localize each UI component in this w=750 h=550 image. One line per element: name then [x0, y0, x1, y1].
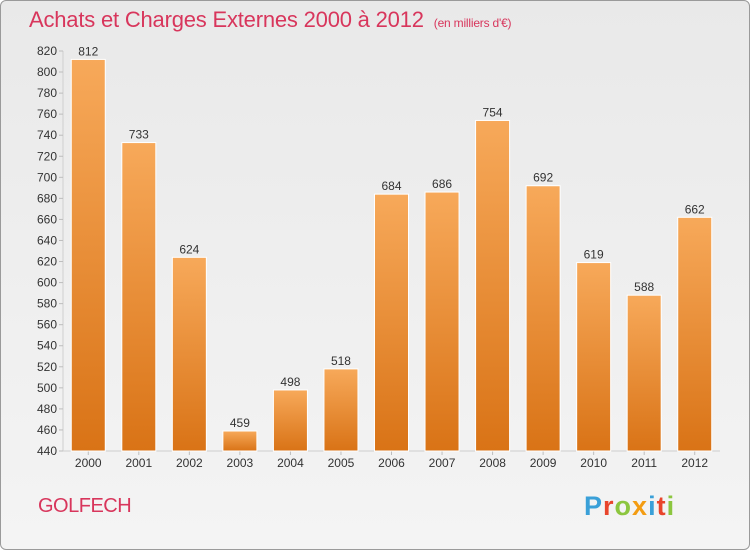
- x-tick-label-2006: 2006: [378, 456, 405, 470]
- logo-letter: i: [648, 491, 657, 521]
- y-tick-label: 820: [37, 44, 57, 58]
- logo-letter: t: [656, 491, 667, 521]
- y-tick-label: 440: [37, 444, 57, 458]
- bar-2000: [70, 58, 106, 452]
- bar-2007: [424, 191, 460, 452]
- x-tick-label-2005: 2005: [328, 456, 355, 470]
- data-label-2004: 498: [280, 375, 300, 389]
- data-label-2005: 518: [331, 354, 351, 368]
- logo-letter: i: [666, 491, 676, 521]
- y-tick-label: 580: [37, 297, 57, 311]
- y-tick-label: 620: [37, 255, 57, 269]
- x-tick-label-2008: 2008: [479, 456, 506, 470]
- data-label-2008: 754: [483, 105, 503, 119]
- bar-2012: [677, 216, 713, 452]
- bar-2010: [576, 262, 612, 452]
- x-tick-label-2011: 2011: [631, 456, 657, 470]
- logo-letter: o: [614, 491, 633, 521]
- chart-title-text: Achats et Charges Externes 2000 à 2012: [29, 7, 424, 32]
- data-label-2012: 662: [685, 202, 705, 216]
- bar-2004: [272, 389, 308, 452]
- commune-name: GOLFECH: [38, 495, 132, 517]
- bar-2001: [121, 142, 157, 452]
- axis-layer: 440 460 480 500 520 540 560 580 600 620 640 660 680 7…: [37, 44, 720, 470]
- data-label-2000: 812: [78, 44, 98, 58]
- y-tick-label: 780: [37, 86, 57, 100]
- y-tick-label: 460: [37, 423, 57, 437]
- bar-layer: 812 733 624 459 498 518 684 686 754 692 619 588 662: [70, 44, 713, 452]
- data-label-2010: 619: [584, 248, 604, 262]
- x-tick-label-2009: 2009: [530, 456, 557, 470]
- proxiti-logo: Proxiti: [584, 491, 675, 522]
- y-tick-label: 480: [37, 402, 57, 416]
- data-label-2009: 692: [533, 171, 553, 185]
- bar-2002: [171, 256, 207, 452]
- data-label-2007: 686: [432, 177, 452, 191]
- data-label-2001: 733: [129, 128, 149, 142]
- x-tick-label-2000: 2000: [75, 456, 102, 470]
- data-label-2006: 684: [381, 179, 401, 193]
- y-tick-label: 540: [37, 339, 57, 353]
- bar-2006: [374, 193, 409, 452]
- y-tick-label: 760: [37, 107, 57, 121]
- y-tick-label: 640: [37, 233, 57, 247]
- x-tick-label-2007: 2007: [429, 456, 456, 470]
- bar-2009: [525, 185, 561, 452]
- logo-letter: r: [603, 491, 615, 521]
- x-tick-label-2003: 2003: [227, 456, 254, 470]
- y-tick-label: 680: [37, 191, 57, 205]
- y-tick-label: 660: [37, 212, 57, 226]
- y-tick-label: 500: [37, 381, 57, 395]
- y-tick-label: 740: [37, 128, 57, 142]
- y-tick-label: 560: [37, 318, 57, 332]
- x-tick-label-2001: 2001: [125, 456, 152, 470]
- chart-subtitle: (en milliers d'€): [433, 16, 512, 30]
- data-label-2003: 459: [230, 416, 250, 430]
- y-tick-label: 720: [37, 149, 57, 163]
- x-tick-label-2012: 2012: [681, 456, 708, 470]
- y-tick-label: 700: [37, 170, 57, 184]
- y-tick-label: 600: [37, 276, 57, 290]
- bar-2005: [323, 368, 359, 452]
- chart-title: Achats et Charges Externes 2000 à 2012 (e…: [29, 7, 512, 33]
- bar-2003: [222, 430, 258, 452]
- bar-2011: [626, 294, 662, 452]
- x-tick-label-2004: 2004: [277, 456, 304, 470]
- x-tick-label-2010: 2010: [580, 456, 607, 470]
- y-tick-label: 520: [37, 360, 57, 374]
- logo-letter: P: [584, 491, 604, 521]
- data-label-2011: 588: [634, 280, 654, 294]
- y-tick-label: 800: [37, 65, 57, 79]
- data-label-2002: 624: [179, 242, 199, 256]
- x-tick-label-2002: 2002: [176, 456, 203, 470]
- logo-letter: x: [632, 491, 649, 521]
- bar-2008: [475, 119, 511, 452]
